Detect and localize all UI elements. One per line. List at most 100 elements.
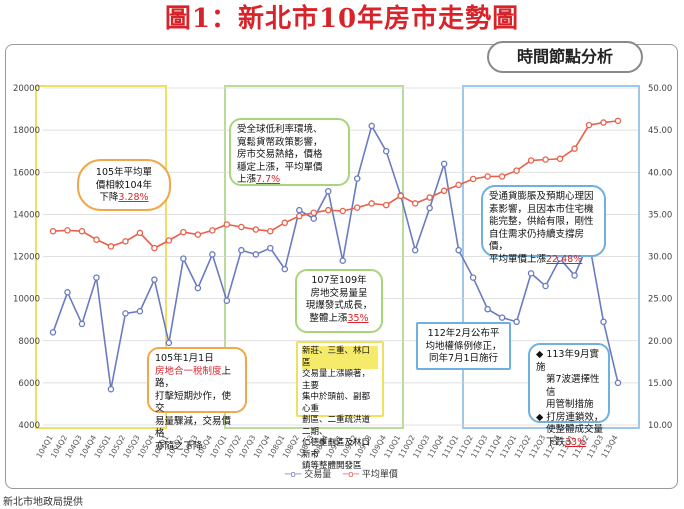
callout-line: 打擊短期炒作，使交 xyxy=(155,390,232,415)
callout-line: 穩定上漲，平均單價 xyxy=(237,161,323,173)
callout-line: ◆ 打房連鎖效， xyxy=(536,411,604,423)
callout-line: 能完整，供給有限，剛性 xyxy=(489,216,594,227)
data-point-price xyxy=(122,238,129,245)
callout-line: 112年2月公布平 xyxy=(427,328,500,339)
data-point-price xyxy=(151,244,158,252)
callout-105-price-drop: 105年平均單 價相較104年 下降3.28% xyxy=(77,159,171,211)
data-point-price xyxy=(310,209,318,216)
y-right-tick-label: 50.00 xyxy=(648,84,672,94)
callout-global-low-rate: 受全球低利率環境、 寬鬆貨幣政策影響， 房市交易熱絡，價格 穩定上漲，平均單價 … xyxy=(229,118,350,186)
data-point-volume xyxy=(353,175,361,182)
y-left-tick-label: 10000 xyxy=(13,295,40,305)
data-point-price xyxy=(484,173,491,180)
callout-line: 房地交易量呈 xyxy=(310,287,368,299)
data-point-price xyxy=(426,194,433,201)
series-line-volume xyxy=(52,123,619,390)
data-point-price xyxy=(353,204,361,211)
callout-line: 亦隨之下降 xyxy=(155,440,203,452)
data-point-volume xyxy=(339,257,346,264)
y-left-tick-label: 16000 xyxy=(13,168,40,178)
data-point-price xyxy=(513,167,520,174)
data-point-volume xyxy=(513,318,520,326)
y-right-tick-label: 25.00 xyxy=(648,295,672,305)
callout-line: 105年平均單 xyxy=(95,167,153,178)
data-point-price xyxy=(469,175,477,183)
callout-line: 仁德重劃區及林口新市 xyxy=(302,438,371,460)
data-point-price xyxy=(368,200,375,207)
data-point-price xyxy=(64,227,71,234)
period-box-107-109 xyxy=(224,85,404,429)
data-point-volume xyxy=(571,272,578,279)
callout-highlight: 7.7% xyxy=(256,174,281,185)
data-point-volume xyxy=(296,206,303,214)
callout-line: 易量驟減，交易價格 xyxy=(155,415,232,440)
data-point-price xyxy=(397,192,404,200)
data-point-volume xyxy=(542,282,549,290)
callout-line: 受全球低利率環境、 xyxy=(237,124,323,135)
callout-line: 鎮等整體開發區 xyxy=(302,461,362,471)
y-right-tick-label: 10.00 xyxy=(648,421,672,431)
data-point-volume xyxy=(107,385,115,393)
y-left-tick-label: 14000 xyxy=(13,210,40,220)
data-point-price xyxy=(542,156,549,163)
callout-line: 均地權條例修正， xyxy=(425,340,502,352)
data-point-volume xyxy=(209,251,216,258)
data-point-volume xyxy=(238,246,245,254)
callout-line: 平均單價上漲 xyxy=(489,253,547,265)
callout-line: 集中於頭前、副都心重 xyxy=(302,392,371,414)
y-left-tick-label: 8000 xyxy=(18,337,40,347)
data-point-volume xyxy=(484,305,491,313)
y-left-tick-label: 6000 xyxy=(18,379,40,389)
data-point-volume xyxy=(165,339,173,347)
callout-highlight: 22.48% xyxy=(546,253,583,265)
data-point-price xyxy=(281,219,289,227)
callout-line: 劃區、二重疏洪道二期、 xyxy=(302,415,371,437)
data-point-price xyxy=(296,212,303,220)
callout-district-volume: 新莊、三重、林口區 交易量上漲顯著，主要 集中於頭前、副都心重 劃區、二重疏洪道… xyxy=(296,341,384,471)
data-point-price xyxy=(107,243,115,250)
callout-line: 第7波選擇性信 xyxy=(546,374,600,398)
callout-highlight: 35% xyxy=(347,312,369,324)
callout-line: 上漲 xyxy=(237,174,257,185)
legend-price-marker: ─o─ xyxy=(342,470,360,480)
data-point-price xyxy=(339,207,346,215)
y-left-tick-label: 4000 xyxy=(18,421,40,431)
data-point-price xyxy=(571,145,578,152)
y-right-tick-label: 40.00 xyxy=(648,168,672,178)
callout-line: 新莊、三重、林口區 xyxy=(302,346,378,369)
data-point-volume xyxy=(267,244,274,252)
page-title: 圖1：新北市10年房市走勢圖 xyxy=(164,4,520,34)
data-point-price xyxy=(136,229,144,237)
data-point-volume xyxy=(600,318,607,326)
callout-105-tax-reform: 105年1月1日 房地合一稅制度上路， 打擊短期炒作，使交 易量驟減，交易價格 … xyxy=(147,347,247,452)
callout-inflation: 受通貨膨脹及預期心理因 素影響，且因本市住宅機 能完整，供給有限，剛性 自住需求… xyxy=(481,185,606,265)
data-point-price xyxy=(440,187,448,195)
callout-line: 下降 xyxy=(99,192,119,203)
callout-line: ◆ 113年9月實施 xyxy=(536,349,600,373)
y-right-tick-label: 30.00 xyxy=(648,253,672,263)
time-node-badge: 時間節點分析 xyxy=(487,41,643,73)
callout-line: 交易量上漲顯著，主要 xyxy=(302,369,371,391)
callout-line: 用管制措施 xyxy=(546,399,594,410)
callout-line: 受通貨膨脹及預期心理因 xyxy=(489,191,594,202)
callout-line: 房市交易熱絡，價格 xyxy=(237,149,323,160)
data-point-price xyxy=(455,181,462,189)
callout-line: 現爆發式成長， xyxy=(305,300,373,311)
data-point-price xyxy=(165,237,173,244)
data-point-price xyxy=(93,236,100,243)
data-point-volume xyxy=(527,270,535,277)
callout-red-text: 房地合一稅制度 xyxy=(155,365,222,377)
data-point-price xyxy=(78,227,86,235)
data-point-price xyxy=(194,231,202,238)
data-point-volume xyxy=(455,246,462,254)
data-point-volume xyxy=(194,284,202,292)
data-point-volume xyxy=(426,204,433,212)
callout-line: 上路， xyxy=(155,365,232,390)
data-point-volume xyxy=(64,289,71,296)
series-line-price xyxy=(52,120,619,250)
callout-line: 107至109年 xyxy=(311,275,367,286)
data-point-volume xyxy=(325,187,332,195)
data-point-volume xyxy=(498,314,506,321)
callout-112-law-amendment: 112年2月公布平 均地權條例修正， 同年7月1日施行 xyxy=(416,322,511,370)
